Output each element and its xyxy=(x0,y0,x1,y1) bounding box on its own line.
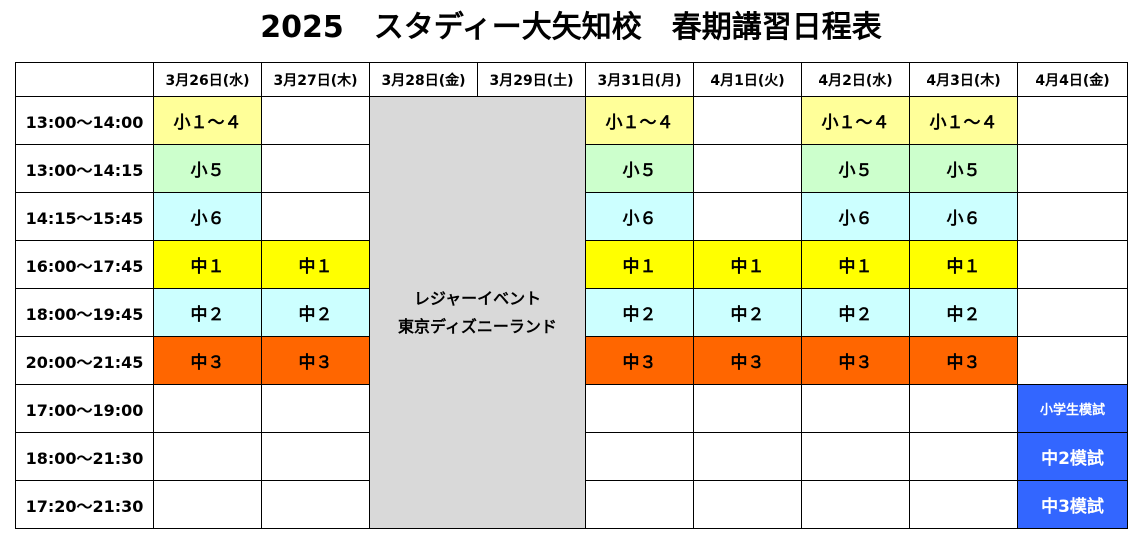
schedule-row: 18:00～21:30 中2模試 xyxy=(15,432,1128,481)
event-line: 東京ディズニーランド xyxy=(398,316,557,336)
empty-cell xyxy=(693,96,802,145)
empty-cell xyxy=(1017,192,1128,241)
class-cell: 中１ xyxy=(801,240,910,289)
schedule-row: 17:00～19:00 小学生模試 xyxy=(15,384,1128,433)
schedule-row: 20:00～21:45 中３ 中３ 中３ 中３ 中３ 中３ xyxy=(15,336,1128,385)
empty-cell xyxy=(261,480,370,529)
schedule-row: 14:15～15:45 小６ 小６ 小６ 小６ xyxy=(15,192,1128,241)
class-cell: 小５ xyxy=(801,144,910,193)
empty-cell xyxy=(585,432,694,481)
empty-cell xyxy=(585,384,694,433)
empty-cell xyxy=(261,96,370,145)
class-cell: 小６ xyxy=(801,192,910,241)
schedule-row: 13:00～14:00 小１～４ レジャーイベント 東京ディズニーランド 小１～４ 小１～… xyxy=(15,96,1128,529)
class-cell: 中３ xyxy=(585,336,694,385)
time-cell: 17:20～21:30 xyxy=(15,480,154,529)
event-cell: レジャーイベント 東京ディズニーランド xyxy=(369,96,586,529)
empty-cell xyxy=(693,144,802,193)
class-cell: 中３ xyxy=(909,336,1018,385)
empty-cell xyxy=(153,384,262,433)
table-body: 13:00～14:00 小１～４ レジャーイベント 東京ディズニーランド 小１～４ 小１～… xyxy=(15,96,1128,529)
column-header: 4月3日(木) xyxy=(909,62,1018,97)
class-cell: 中２ xyxy=(261,288,370,337)
class-cell: 中３ xyxy=(153,336,262,385)
class-cell: 小１～４ xyxy=(909,96,1018,145)
empty-cell xyxy=(801,432,910,481)
time-cell: 17:00～19:00 xyxy=(15,384,154,433)
empty-cell xyxy=(1017,288,1128,337)
empty-cell xyxy=(909,480,1018,529)
class-cell: 中３ xyxy=(801,336,910,385)
class-cell: 小１～４ xyxy=(801,96,910,145)
class-cell: 中１ xyxy=(585,240,694,289)
time-cell: 13:00～14:15 xyxy=(15,144,154,193)
column-header: 4月4日(金) xyxy=(1017,62,1128,97)
empty-cell xyxy=(261,192,370,241)
column-header: 3月26日(水) xyxy=(153,62,262,97)
column-header: 4月2日(水) xyxy=(801,62,910,97)
time-cell: 20:00～21:45 xyxy=(15,336,154,385)
empty-cell xyxy=(261,432,370,481)
header-row: 3月26日(水) 3月27日(木) 3月28日(金) 3月29日(土) 3月31日(月)… xyxy=(15,62,1128,97)
page-title: 2025 スタディー大矢知校 春期講習日程表 xyxy=(260,10,882,45)
empty-cell xyxy=(909,384,1018,433)
column-header: 3月28日(金) xyxy=(369,62,478,97)
time-cell: 16:00～17:45 xyxy=(15,240,154,289)
class-cell: 中２ xyxy=(153,288,262,337)
class-cell: 小１～４ xyxy=(153,96,262,145)
empty-cell xyxy=(585,480,694,529)
class-cell: 小６ xyxy=(153,192,262,241)
column-header: 3月31日(月) xyxy=(585,62,694,97)
empty-cell xyxy=(261,384,370,433)
empty-cell xyxy=(693,480,802,529)
empty-cell xyxy=(1017,240,1128,289)
class-cell: 中１ xyxy=(153,240,262,289)
empty-cell xyxy=(801,480,910,529)
empty-cell xyxy=(153,432,262,481)
empty-cell xyxy=(1017,96,1128,145)
class-cell: 中２ xyxy=(909,288,1018,337)
time-cell: 18:00～21:30 xyxy=(15,432,154,481)
class-cell: 小学生模試 xyxy=(1017,384,1128,433)
schedule-table: 3月26日(水) 3月27日(木) 3月28日(金) 3月29日(土) 3月31日(月)… xyxy=(15,62,1128,529)
event-line: レジャーイベント xyxy=(413,288,542,308)
class-cell: 中３ xyxy=(261,336,370,385)
time-cell: 13:00～14:00 xyxy=(15,96,154,145)
empty-cell xyxy=(909,432,1018,481)
column-header: 4月1日(火) xyxy=(693,62,802,97)
empty-cell xyxy=(1017,336,1128,385)
class-cell: 小５ xyxy=(585,144,694,193)
column-header: 3月27日(木) xyxy=(261,62,370,97)
time-cell: 18:00～19:45 xyxy=(15,288,154,337)
class-cell: 中１ xyxy=(693,240,802,289)
empty-cell xyxy=(1017,144,1128,193)
schedule-row: 13:00～14:15 小５ 小５ 小５ 小５ xyxy=(15,144,1128,193)
corner-cell xyxy=(15,62,154,97)
class-cell: 中２ xyxy=(801,288,910,337)
schedule-row: 18:00～19:45 中２ 中２ 中２ 中２ 中２ 中２ xyxy=(15,288,1128,337)
class-cell: 中2模試 xyxy=(1017,432,1128,481)
class-cell: 小１～４ xyxy=(585,96,694,145)
class-cell: 中3模試 xyxy=(1017,480,1128,529)
class-cell: 中２ xyxy=(585,288,694,337)
class-cell: 中１ xyxy=(261,240,370,289)
empty-cell xyxy=(693,192,802,241)
class-cell: 小５ xyxy=(909,144,1018,193)
class-cell: 小５ xyxy=(153,144,262,193)
time-cell: 14:15～15:45 xyxy=(15,192,154,241)
empty-cell xyxy=(693,432,802,481)
class-cell: 中２ xyxy=(693,288,802,337)
empty-cell xyxy=(261,144,370,193)
class-cell: 小６ xyxy=(909,192,1018,241)
empty-cell xyxy=(801,384,910,433)
empty-cell xyxy=(693,384,802,433)
schedule-row: 17:20～21:30 中3模試 xyxy=(15,480,1128,529)
class-cell: 中１ xyxy=(909,240,1018,289)
class-cell: 中３ xyxy=(693,336,802,385)
column-header: 3月29日(土) xyxy=(477,62,586,97)
class-cell: 小６ xyxy=(585,192,694,241)
empty-cell xyxy=(153,480,262,529)
